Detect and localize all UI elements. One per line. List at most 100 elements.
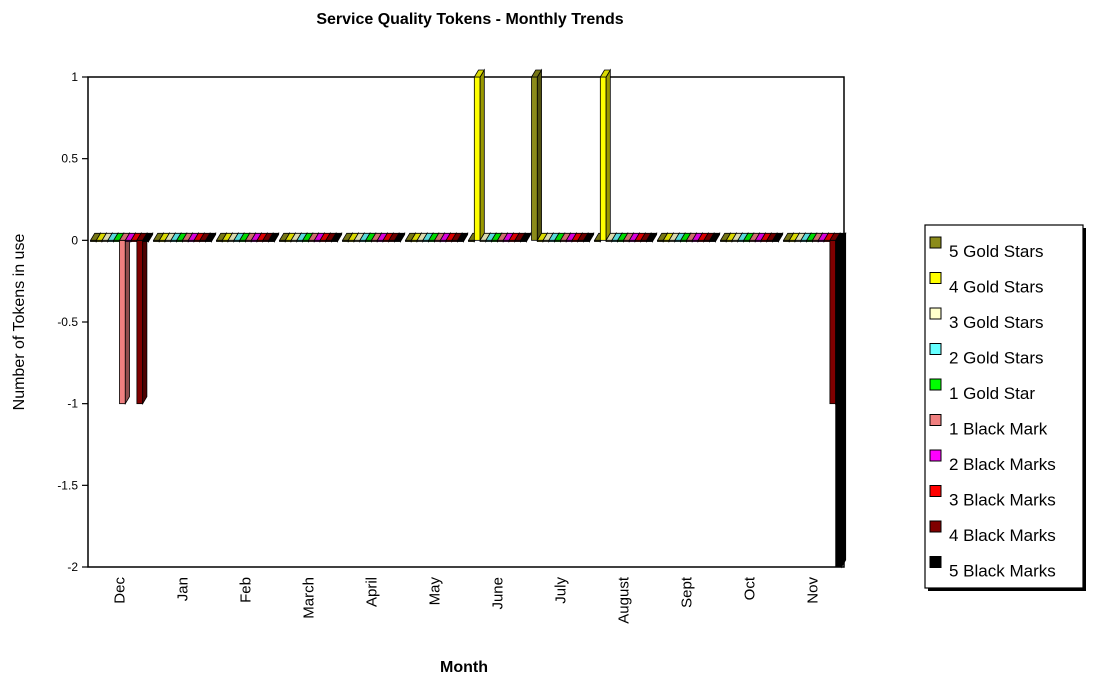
bar [530,68,543,242]
bar-front [473,76,481,241]
plot-border [87,76,845,568]
legend-label: 5 Black Marks [949,562,1056,581]
bar-front [531,76,538,241]
x-tick-label: May [427,577,444,606]
bar-side [536,68,542,242]
x-axis-title: Month [440,659,488,676]
bar-top [204,232,217,241]
legend-label: 2 Black Marks [949,455,1056,474]
legend-box [924,224,1084,589]
legend-label: 4 Gold Stars [949,278,1044,297]
legend-label: 4 Black Marks [949,526,1056,545]
y-tick-label: -0.5 [57,315,78,329]
bar-top [473,69,486,78]
x-tick-label: Feb [238,577,255,603]
bar-top [645,232,658,241]
x-tick-label: Jan [175,577,192,601]
x-axis: Dec Jan Feb March April May June July August Sept… [112,576,822,624]
x-tick-label: July [553,577,570,604]
bar [267,231,280,243]
bar [708,231,721,243]
x-tick-label: Oct [742,576,759,600]
legend-item: 4 Black Marks [929,520,1056,545]
x-tick-label: April [364,577,381,607]
legend-swatch [929,236,942,249]
bar [473,68,486,242]
bar-top [141,232,154,241]
plot-area [87,76,845,568]
legend-swatch [929,378,942,391]
y-tick-label: -1 [67,397,78,411]
legend-swatch [929,414,942,426]
y-tick-label: 0 [71,233,78,247]
bar [136,231,148,406]
bar [456,231,469,243]
bar-top [519,232,532,241]
legend-swatch [929,556,942,568]
legend-item: 3 Black Marks [929,485,1056,510]
legend-item: 2 Gold Stars [929,343,1044,368]
bar-front [119,239,126,405]
bar-side [124,231,130,406]
bar-front [835,239,842,568]
legend-item: 1 Black Mark [929,414,1048,439]
legend-label: 3 Gold Stars [949,313,1044,332]
legend-swatch [929,485,942,497]
bar [141,231,154,243]
legend-swatch [929,343,942,355]
x-tick-label: August [616,576,633,624]
legend-label: 5 Gold Stars [949,242,1044,261]
x-tick-label: March [301,577,318,619]
bar-side [142,231,148,406]
bar [118,231,131,406]
bar [599,68,612,242]
y-tick-label: -1.5 [57,478,78,492]
legend-swatch [929,449,942,462]
x-tick-label: Dec [112,577,129,604]
legend-item: 1 Gold Star [929,378,1035,403]
x-tick-label: Nov [805,577,822,604]
bar [519,231,532,243]
legend-swatch [929,307,942,320]
bar [582,231,595,243]
y-tick-label: -2 [67,560,78,574]
bar [330,231,343,243]
bar [834,231,847,569]
legend-item: 4 Gold Stars [929,272,1044,297]
bar-front [599,76,607,241]
bar-front [136,239,144,405]
bar-top [771,232,784,241]
legend-item: 3 Gold Stars [929,307,1044,332]
bar-top [708,232,721,241]
legend-item: 5 Black Marks [929,556,1056,581]
chart-title: Service Quality Tokens - Monthly Trends [316,11,623,28]
bar-top [599,69,612,78]
legend-swatch [929,520,942,533]
bar-top [330,232,343,241]
bar [204,231,217,243]
bar [393,231,406,243]
legend-label: 1 Gold Star [949,384,1035,403]
bar-side [479,68,485,242]
y-tick-label: 0.5 [61,152,78,166]
bar-top [582,232,595,241]
y-tick-label: 1 [71,70,78,84]
bar-top [456,232,469,241]
bar-side [841,231,847,569]
bar [645,231,658,243]
bar-top [393,232,406,241]
y-axis-title: Number of Tokens in use [11,234,28,411]
legend-swatch [929,272,942,284]
y-axis: 1 0.5 0 -0.5 -1 -1.5 -2 [57,70,88,574]
bar-front [829,239,837,405]
bar-top [267,232,280,241]
legend-item: 2 Black Marks [929,449,1056,474]
legend: 5 Gold Stars 4 Gold Stars 3 Gold Stars 2 Go… [924,224,1086,591]
bar-side [605,68,611,242]
bar [771,231,784,243]
x-tick-label: June [490,577,507,610]
x-tick-label: Sept [679,576,696,608]
legend-label: 1 Black Mark [949,420,1048,439]
bar-top [530,69,543,78]
